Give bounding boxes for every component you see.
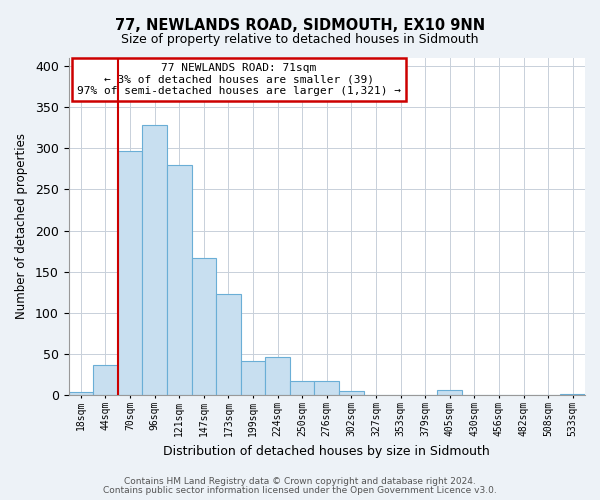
X-axis label: Distribution of detached houses by size in Sidmouth: Distribution of detached houses by size … [163,444,490,458]
Bar [437,390,462,396]
Text: Size of property relative to detached houses in Sidmouth: Size of property relative to detached ho… [121,32,479,46]
Bar [93,365,118,396]
Bar [388,394,413,396]
Bar [191,258,216,396]
Bar [241,361,265,396]
Bar [216,294,241,396]
Text: Contains public sector information licensed under the Open Government Licence v3: Contains public sector information licen… [103,486,497,495]
Bar [314,380,339,396]
Text: Contains HM Land Registry data © Crown copyright and database right 2024.: Contains HM Land Registry data © Crown c… [124,477,476,486]
Bar [68,392,93,396]
Bar [265,358,290,396]
Bar [487,394,511,396]
Y-axis label: Number of detached properties: Number of detached properties [15,134,28,320]
Bar [118,152,142,396]
Text: 77, NEWLANDS ROAD, SIDMOUTH, EX10 9NN: 77, NEWLANDS ROAD, SIDMOUTH, EX10 9NN [115,18,485,32]
Bar [167,164,191,396]
Bar [142,125,167,396]
Bar [560,394,585,396]
Bar [339,391,364,396]
Bar [290,382,314,396]
Text: 77 NEWLANDS ROAD: 71sqm
← 3% of detached houses are smaller (39)
97% of semi-det: 77 NEWLANDS ROAD: 71sqm ← 3% of detached… [77,62,401,96]
